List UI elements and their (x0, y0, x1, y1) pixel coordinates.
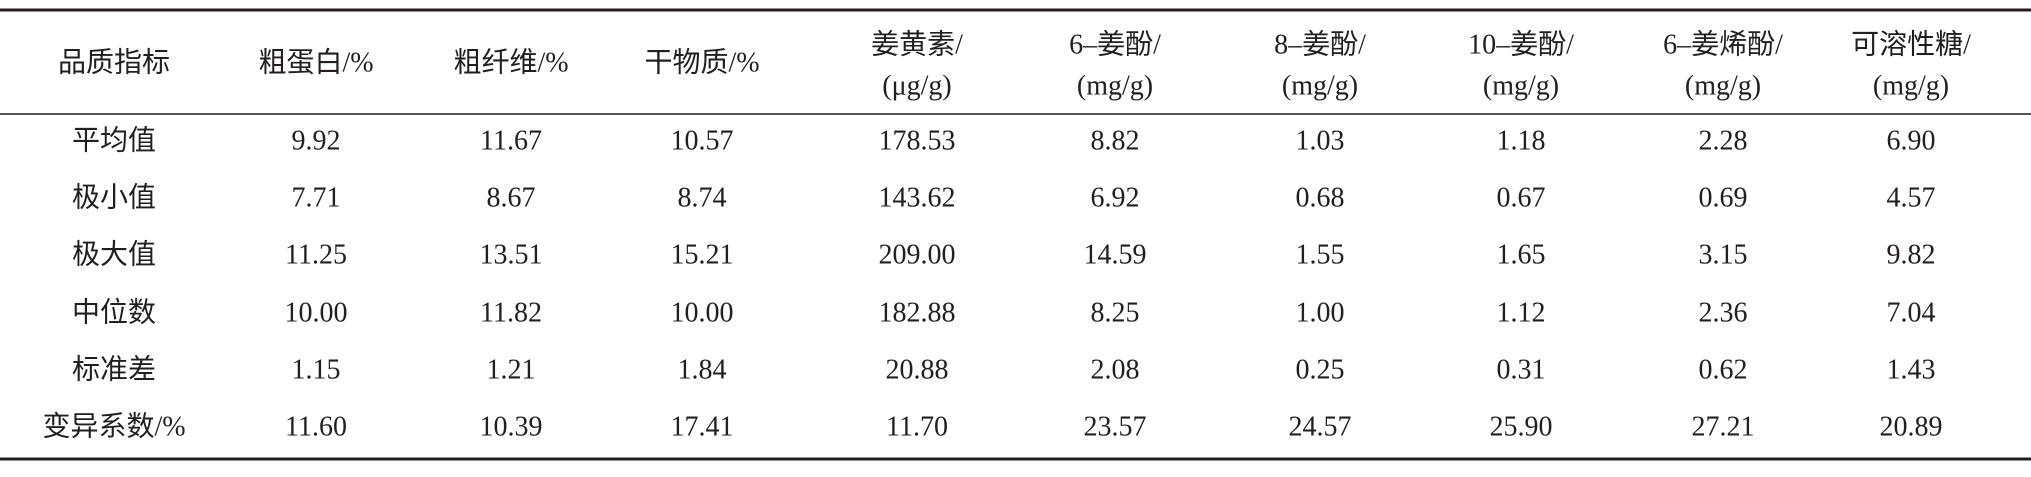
row-label: 平均值 (72, 124, 156, 156)
header-cell: 干物质/% (644, 46, 759, 78)
table-cell: 1.55 (1296, 239, 1345, 270)
table-cell: 6.92 (1091, 182, 1140, 213)
table-cell: 1.84 (678, 354, 727, 385)
table-cell: 7.04 (1887, 297, 1936, 328)
table-cell: 0.68 (1296, 182, 1345, 213)
table-cell: 10.57 (671, 125, 734, 156)
table-cell: 0.25 (1296, 354, 1345, 385)
header-cell: 8–姜酚/ (1274, 28, 1366, 60)
table-cell: 4.57 (1887, 182, 1936, 213)
table-cell: 11.70 (886, 411, 948, 442)
header-cell: 品质指标 (58, 46, 170, 78)
header-cell: 10–姜酚/ (1468, 28, 1574, 60)
table-cell: 7.71 (292, 182, 341, 213)
table-cell: 10.00 (285, 297, 348, 328)
table-cell: 1.18 (1497, 125, 1546, 156)
table-cell: 23.57 (1084, 411, 1147, 442)
table-cell: 13.51 (480, 239, 543, 270)
table-cell: 2.28 (1699, 125, 1748, 156)
table-cell: 8.67 (487, 182, 536, 213)
table-cell: 20.88 (886, 354, 949, 385)
table-cell: 1.65 (1497, 239, 1546, 270)
table-cell: 1.43 (1887, 354, 1936, 385)
table-cell: 178.53 (879, 125, 956, 156)
row-label: 极大值 (72, 238, 156, 270)
header-cell: 可溶性糖/ (1851, 28, 1971, 60)
table-cell: 11.82 (480, 297, 542, 328)
header-cell: 姜黄素/ (871, 28, 963, 60)
header-cell: (mg/g) (1483, 70, 1559, 101)
table-cell: 14.59 (1084, 239, 1147, 270)
header-cell: (mg/g) (1685, 70, 1761, 101)
table-cell: 0.31 (1497, 354, 1546, 385)
table-cell: 143.62 (879, 182, 956, 213)
table-cell: 11.67 (480, 125, 542, 156)
table-cell: 182.88 (879, 297, 956, 328)
row-label: 变异系数/% (42, 410, 185, 442)
header-cell: 粗蛋白/% (258, 46, 373, 78)
table-cell: 2.36 (1699, 297, 1748, 328)
table-cell: 1.03 (1296, 125, 1345, 156)
table-cell: 0.67 (1497, 182, 1546, 213)
table-cell: 8.25 (1091, 297, 1140, 328)
header-cell: 6–姜酚/ (1069, 28, 1161, 60)
row-label: 标准差 (72, 353, 156, 385)
header-cell: (mg/g) (1282, 70, 1358, 101)
table-cell: 1.00 (1296, 297, 1345, 328)
table-cell: 6.90 (1887, 125, 1936, 156)
table-cell: 11.60 (285, 411, 347, 442)
row-label: 极小值 (72, 181, 156, 213)
table-cell: 11.25 (285, 239, 347, 270)
table-cell: 24.57 (1289, 411, 1352, 442)
table-cell: 2.08 (1091, 354, 1140, 385)
table-cell: 15.21 (671, 239, 734, 270)
table-cell: 10.00 (671, 297, 734, 328)
header-cell: 粗纤维/% (453, 46, 568, 78)
table-cell: 9.92 (292, 125, 341, 156)
table-cell: 10.39 (480, 411, 543, 442)
table-cell: 209.00 (879, 239, 956, 270)
table-cell: 8.74 (678, 182, 727, 213)
table-cell: 17.41 (671, 411, 734, 442)
table-cell: 8.82 (1091, 125, 1140, 156)
table-cell: 0.69 (1699, 182, 1748, 213)
table-cell: 27.21 (1692, 411, 1755, 442)
table-cell: 1.21 (487, 354, 536, 385)
header-cell: 6–姜烯酚/ (1663, 28, 1783, 60)
row-label: 中位数 (72, 296, 156, 328)
table-cell: 1.12 (1497, 297, 1546, 328)
header-cell: (μg/g) (882, 70, 951, 101)
header-cell: (mg/g) (1077, 70, 1153, 101)
table-cell: 3.15 (1699, 239, 1748, 270)
table-cell: 20.89 (1880, 411, 1943, 442)
table-cell: 0.62 (1699, 354, 1748, 385)
header-cell: (mg/g) (1873, 70, 1949, 101)
table-cell: 9.82 (1887, 239, 1936, 270)
table-cell: 25.90 (1490, 411, 1553, 442)
table-cell: 1.15 (292, 354, 341, 385)
